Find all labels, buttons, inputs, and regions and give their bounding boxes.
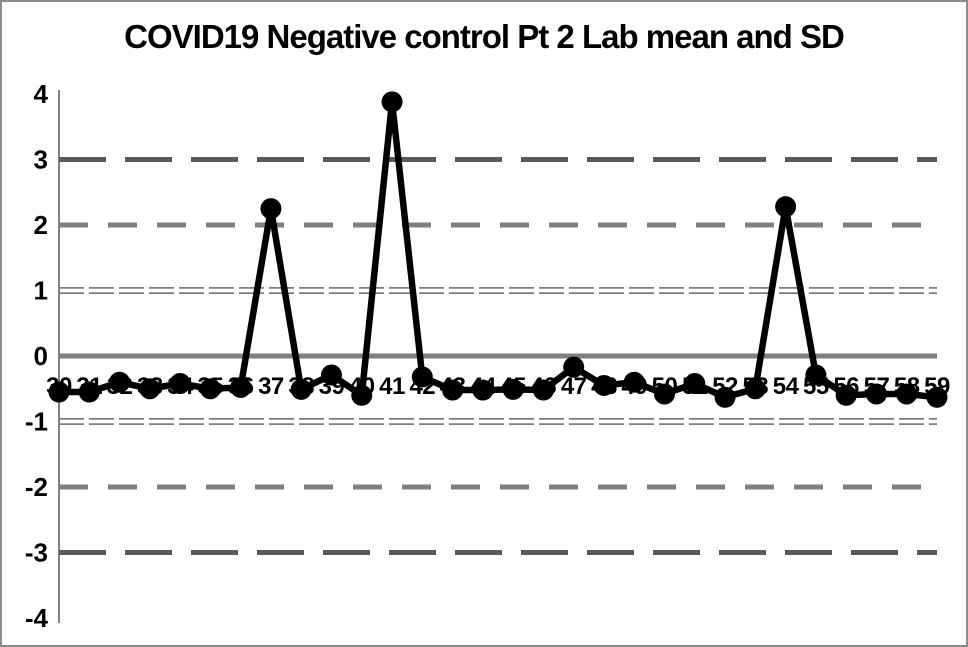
data-point-marker — [139, 378, 161, 400]
data-point-marker — [593, 374, 615, 396]
data-point-marker — [714, 386, 736, 408]
data-point-marker — [472, 379, 494, 401]
y-axis-tick-label: -4 — [25, 603, 49, 633]
data-point-marker — [109, 371, 131, 393]
data-point-marker — [442, 379, 464, 401]
data-point-marker — [199, 378, 221, 400]
data-point-marker — [623, 371, 645, 393]
x-axis-tick-label: 41 — [379, 373, 405, 400]
data-point-marker — [351, 384, 373, 406]
data-point-marker — [230, 376, 252, 398]
data-point-marker — [654, 383, 676, 405]
series-line — [59, 98, 938, 401]
data-point-marker — [48, 381, 70, 403]
data-point-marker — [926, 386, 948, 408]
data-point-marker — [320, 364, 342, 386]
data-point-marker — [684, 373, 706, 395]
data-point-marker — [835, 384, 857, 406]
y-axis-tick-label: 4 — [34, 79, 49, 109]
data-point-marker — [169, 373, 191, 395]
data-point-marker — [502, 378, 524, 400]
data-point-marker — [78, 381, 100, 403]
y-axis-tick-label: -3 — [25, 538, 48, 568]
chart-title: COVID19 Negative control Pt 2 Lab mean a… — [124, 18, 845, 55]
y-axis-tick-label: 0 — [34, 341, 48, 371]
data-point-marker — [411, 366, 433, 388]
data-point-marker — [865, 383, 887, 405]
data-point-marker — [805, 364, 827, 386]
data-point-marker — [896, 383, 918, 405]
data-point-marker — [290, 378, 312, 400]
data-point-marker — [260, 198, 282, 220]
data-point-marker — [744, 378, 766, 400]
data-point-marker — [532, 379, 554, 401]
y-axis-tick-label: 3 — [34, 145, 48, 175]
y-axis-tick-label: -2 — [25, 472, 48, 502]
data-point-marker — [775, 196, 797, 218]
y-axis-tick-label: 1 — [34, 276, 48, 306]
x-axis-tick-label: 54 — [773, 373, 800, 400]
y-axis-tick-label: 2 — [34, 210, 48, 240]
data-point-marker — [563, 356, 585, 378]
x-axis-tick-label: 37 — [258, 373, 284, 400]
y-axis-tick-label: -1 — [25, 407, 48, 437]
data-point-marker — [381, 91, 403, 113]
